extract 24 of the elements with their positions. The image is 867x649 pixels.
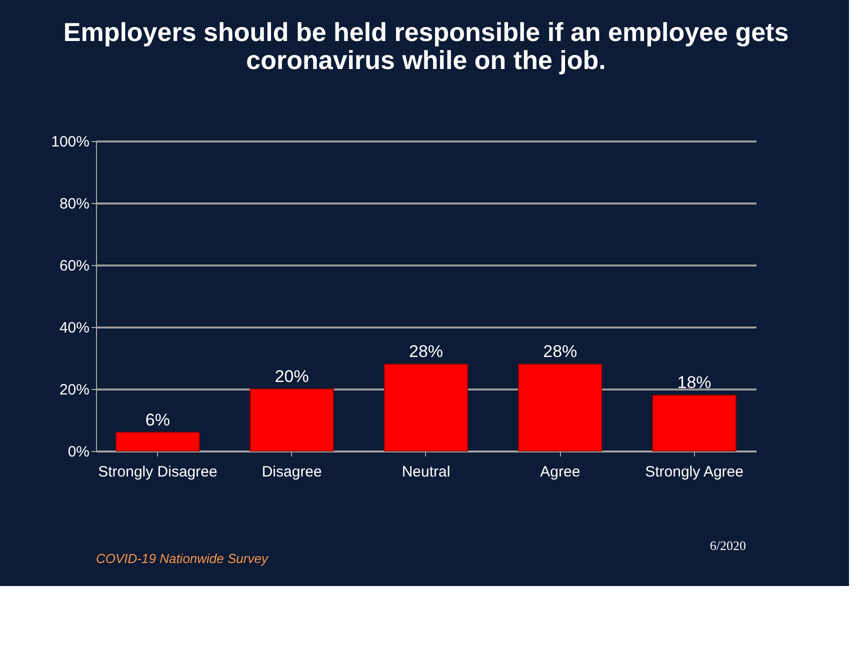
y-tick-label: 20% bbox=[59, 382, 90, 398]
y-tick-label: 60% bbox=[59, 258, 90, 274]
data-label: 6% bbox=[145, 410, 170, 430]
bar bbox=[384, 364, 468, 452]
bar bbox=[116, 432, 200, 452]
y-tick-label: 100% bbox=[51, 134, 90, 150]
text: 6/2020 bbox=[710, 538, 746, 553]
bar bbox=[250, 388, 334, 452]
data-label: 18% bbox=[677, 373, 712, 392]
bar bbox=[518, 364, 602, 452]
bar bbox=[652, 394, 736, 452]
y-tick-label: 80% bbox=[59, 196, 90, 212]
y-tick-label: 40% bbox=[59, 320, 90, 336]
data-label: 20% bbox=[274, 367, 309, 386]
chart-title: Employers should be held responsible if an employee gets coronavirus while on the job. bbox=[63, 17, 789, 75]
x-tick-label: Agree bbox=[540, 464, 580, 480]
data-label: 28% bbox=[543, 342, 578, 362]
data-label: 28% bbox=[408, 342, 444, 362]
x-tick-label: Disagree bbox=[262, 464, 322, 480]
x-tick-label: Strongly Disagree bbox=[98, 464, 218, 480]
text: COVID-19 Nationwide Survey bbox=[96, 551, 270, 566]
y-tick-label: 0% bbox=[68, 444, 90, 460]
x-tick-label: Neutral bbox=[402, 464, 450, 480]
x-tick-label: Strongly Agree bbox=[645, 464, 744, 480]
